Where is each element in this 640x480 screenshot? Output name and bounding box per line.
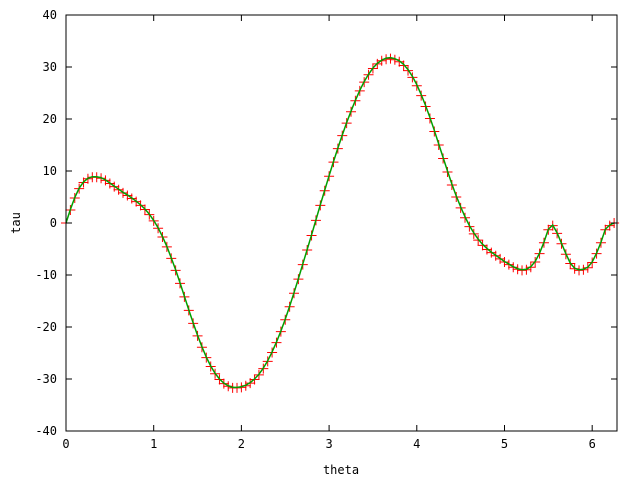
x-tick-label: 0	[62, 437, 69, 451]
y-tick-label: 30	[43, 60, 57, 74]
y-tick-label: -40	[35, 424, 57, 438]
plot-marks	[61, 53, 620, 393]
y-tick-label: -30	[35, 372, 57, 386]
x-axis-label: theta	[323, 463, 359, 477]
y-tick-label: -20	[35, 320, 57, 334]
plot-frame	[65, 14, 618, 432]
x-tick-label: 3	[325, 437, 332, 451]
x-tick-label: 5	[501, 437, 508, 451]
x-tick-label: 6	[589, 437, 596, 451]
axis-ticks: 0 1 2 3 4 5 6 -40 -30 -20 -10 0 10 20 30 40	[35, 8, 617, 451]
series-points	[61, 53, 620, 393]
x-tick-label: 1	[150, 437, 157, 451]
y-axis-label: tau	[9, 212, 23, 234]
y-tick-label: 40	[43, 8, 57, 22]
y-tick-label: -10	[35, 268, 57, 282]
y-tick-label: 10	[43, 164, 57, 178]
x-tick-label: 4	[413, 437, 420, 451]
x-tick-label: 2	[238, 437, 245, 451]
data-point	[477, 240, 488, 251]
y-tick-label: 20	[43, 112, 57, 126]
y-tick-label: 0	[50, 216, 57, 230]
series-line	[65, 56, 615, 389]
